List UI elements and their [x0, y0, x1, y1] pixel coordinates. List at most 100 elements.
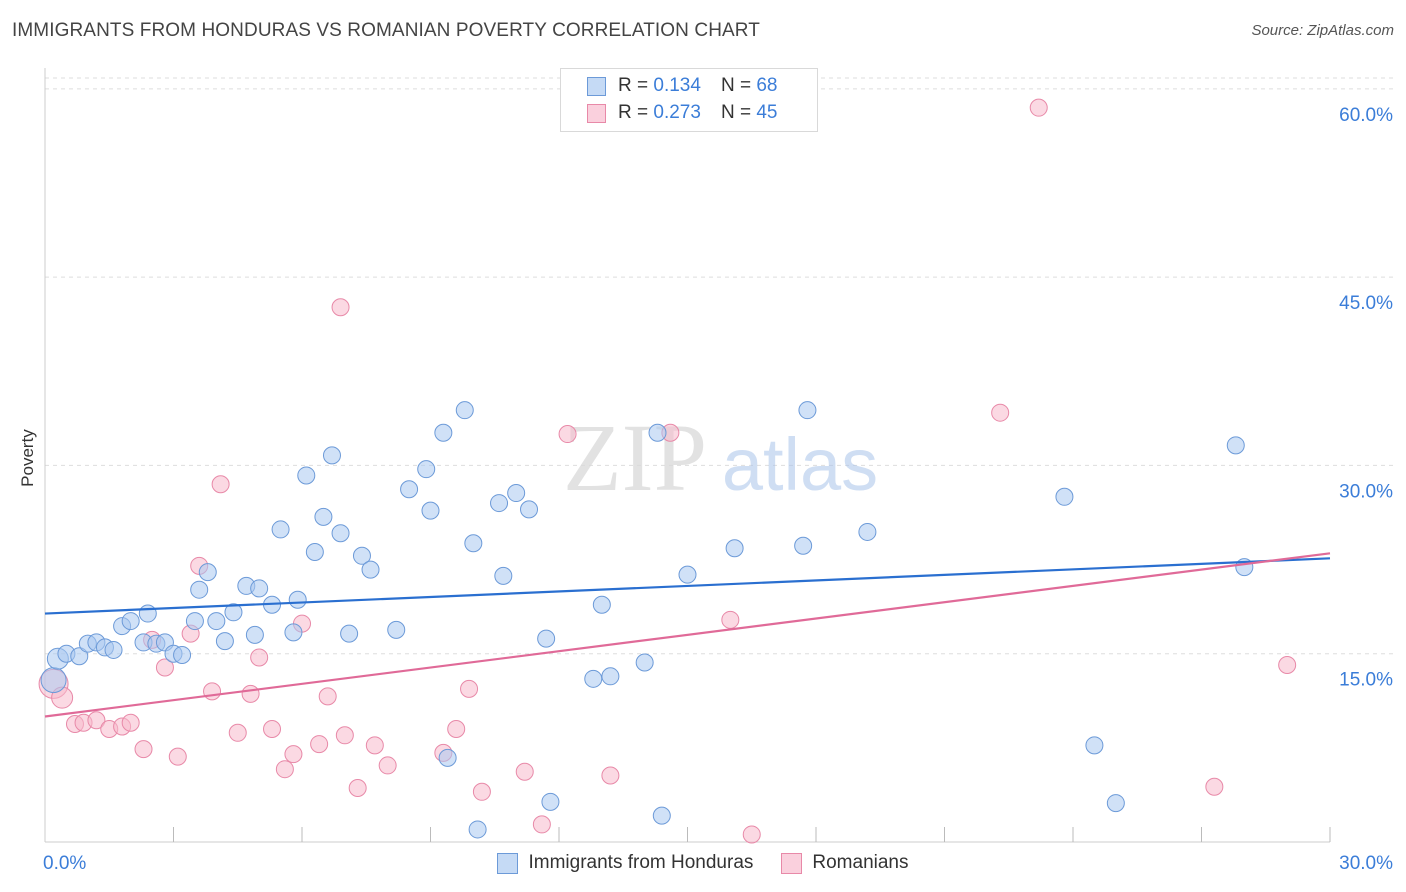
- series-legend-label: Immigrants from Honduras: [528, 852, 754, 873]
- romanian-point: [155, 658, 174, 677]
- chart-title: IMMIGRANTS FROM HONDURAS VS ROMANIAN POV…: [12, 20, 760, 41]
- romanian-point: [275, 760, 294, 779]
- watermark-atlas: atlas: [722, 423, 878, 506]
- romanian-point: [721, 610, 740, 629]
- honduras-point: [70, 647, 89, 666]
- honduras-point: [314, 507, 333, 526]
- honduras-point: [138, 604, 157, 623]
- honduras-point: [331, 524, 350, 543]
- legend-r-label: R =: [618, 102, 649, 123]
- romanian-point: [348, 779, 367, 798]
- honduras-point: [224, 603, 243, 622]
- honduras-point: [507, 484, 526, 503]
- honduras-point: [297, 466, 316, 485]
- honduras-point: [725, 539, 744, 558]
- x-tick-label-max: 30.0%: [1339, 853, 1393, 874]
- honduras-point: [288, 590, 307, 609]
- romanian-point: [365, 736, 384, 755]
- honduras-point: [584, 669, 603, 688]
- romanian-point: [472, 782, 491, 801]
- honduras-point: [400, 480, 419, 499]
- honduras-point: [1055, 487, 1074, 506]
- honduras-point: [121, 612, 140, 631]
- honduras-point: [387, 620, 406, 639]
- series-legend-label: Romanians: [812, 852, 909, 873]
- trend-lines: [44, 552, 1331, 718]
- legend-swatch-pink: [587, 103, 606, 123]
- honduras-point: [1085, 736, 1104, 755]
- honduras-point: [464, 534, 483, 553]
- correlation-legend: R = 0.134 N = 68 R = 0.273 N = 45: [560, 68, 818, 132]
- honduras-point: [250, 579, 269, 598]
- series-swatch-pink: [781, 852, 803, 874]
- legend-n-value: 68: [756, 75, 778, 96]
- romanian-point: [378, 756, 397, 775]
- romanian-point: [460, 679, 479, 698]
- romanian-point: [1205, 777, 1224, 796]
- y-tick-label: 30.0%: [1339, 481, 1393, 502]
- honduras-point: [858, 522, 877, 541]
- honduras-point: [455, 401, 474, 420]
- honduras-point: [652, 806, 671, 825]
- romanian-point: [335, 726, 354, 745]
- romanian-point: [1278, 656, 1297, 675]
- series-legend: Immigrants from Honduras Romanians: [0, 852, 1406, 874]
- honduras-point: [494, 566, 513, 585]
- honduras-point: [190, 580, 209, 599]
- honduras-point: [207, 612, 226, 631]
- gridlines: [45, 77, 1395, 655]
- honduras-point: [271, 520, 290, 539]
- honduras-trend-line: [44, 557, 1331, 615]
- honduras-point: [322, 446, 341, 465]
- honduras-point: [421, 501, 440, 520]
- series-legend-honduras[interactable]: Immigrants from Honduras: [497, 852, 753, 874]
- romanian-point: [87, 711, 106, 730]
- y-axis-label: Poverty: [18, 429, 37, 487]
- y-tick-label: 60.0%: [1339, 105, 1393, 126]
- honduras-point: [173, 645, 192, 664]
- romanian-point: [447, 720, 466, 739]
- legend-n-label: N =: [720, 102, 752, 123]
- honduras-point: [468, 820, 487, 839]
- romanian-point: [991, 403, 1010, 422]
- honduras-point: [40, 667, 67, 694]
- legend-row-romanians: R = 0.273 N = 45: [587, 101, 777, 125]
- honduras-point: [1106, 794, 1125, 813]
- honduras-point: [417, 460, 436, 479]
- romanian-point: [203, 682, 222, 701]
- romanian-point: [318, 687, 337, 706]
- honduras-point: [798, 401, 817, 420]
- series-swatch-blue: [497, 852, 519, 874]
- series-legend-romanians[interactable]: Romanians: [781, 852, 909, 874]
- source-label: Source: ZipAtlas.com: [1251, 22, 1394, 39]
- y-tick-label: 15.0%: [1339, 670, 1393, 691]
- honduras-point: [185, 612, 204, 631]
- romanian-point: [310, 735, 329, 754]
- romanian-point: [263, 720, 282, 739]
- honduras-point: [305, 543, 324, 562]
- romanian-point: [250, 648, 269, 667]
- legend-row-honduras: R = 0.134 N = 68: [587, 74, 777, 98]
- legend-n-value: 45: [756, 102, 778, 123]
- romanian-point: [121, 713, 140, 732]
- honduras-point: [215, 632, 234, 651]
- romanian-point: [168, 747, 187, 766]
- romanian-point: [241, 684, 260, 703]
- honduras-point: [104, 640, 123, 659]
- honduras-point: [678, 565, 697, 584]
- honduras-point: [352, 546, 371, 565]
- honduras-point: [340, 624, 359, 643]
- watermark: ZIP atlas: [563, 404, 878, 511]
- romanian-point: [211, 475, 230, 494]
- romanian-point: [515, 762, 534, 781]
- honduras-point: [438, 748, 457, 767]
- honduras-point: [490, 494, 509, 513]
- axes: [44, 68, 1331, 843]
- romanian-point: [742, 825, 761, 844]
- legend-swatch-blue: [587, 76, 606, 96]
- honduras-point: [245, 625, 264, 644]
- honduras-point: [198, 563, 217, 582]
- romanian-point: [228, 723, 247, 742]
- data-points: [38, 98, 1297, 844]
- honduras-point: [648, 423, 667, 442]
